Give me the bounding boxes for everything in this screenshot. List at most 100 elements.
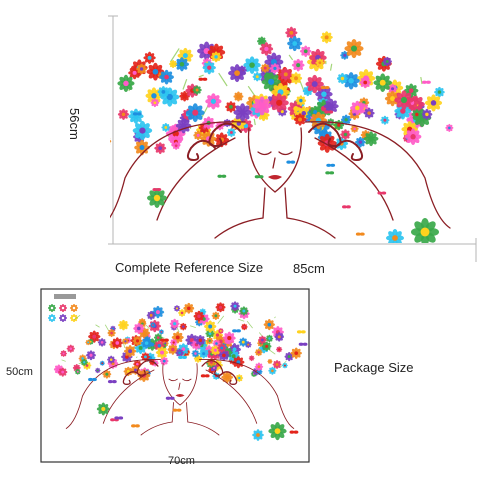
flower-icon — [169, 318, 180, 329]
flower-icon — [107, 355, 116, 364]
flower-icon — [159, 356, 169, 366]
flower-icon — [157, 85, 170, 98]
butterfly-icon — [132, 112, 142, 116]
package-sheet — [40, 288, 310, 463]
flower-icon — [210, 51, 222, 63]
package-width-label: 70cm — [168, 455, 195, 467]
flower-icon — [217, 343, 227, 353]
package-size-caption: Package Size — [334, 360, 414, 375]
butterfly-icon — [320, 85, 330, 90]
flower-icon — [153, 333, 163, 342]
flower-icon — [193, 130, 203, 141]
butterfly-icon — [289, 430, 299, 434]
flower-icon — [150, 322, 156, 328]
flower-icon — [70, 303, 78, 313]
butterfly-icon — [131, 424, 140, 428]
butterfly-icon — [88, 377, 97, 382]
flower-icon — [147, 188, 167, 208]
flower-icon — [94, 367, 101, 374]
flower-icon — [291, 58, 305, 72]
flower-icon — [228, 64, 247, 83]
flower-icon — [410, 217, 440, 243]
flower-icon — [123, 345, 137, 358]
flower-icon — [373, 73, 392, 92]
flower-icon — [340, 114, 352, 125]
flower-icon — [132, 335, 143, 346]
flower-icon — [155, 346, 169, 359]
flower-icon — [183, 302, 195, 314]
package-size-panel: 50cm Package Size 70cm — [0, 280, 500, 500]
flower-icon — [394, 102, 412, 120]
reference-width-label: 85cm — [293, 261, 325, 276]
flower-icon — [355, 136, 366, 148]
flower-icon — [153, 340, 165, 352]
flower-icon — [340, 129, 351, 140]
flower-icon — [74, 368, 81, 375]
flower-icon — [192, 85, 202, 95]
flower-icon — [238, 337, 248, 347]
flower-icon — [191, 349, 200, 358]
flower-icon — [260, 63, 270, 73]
flower-icon — [350, 100, 365, 116]
flower-icon — [48, 303, 56, 313]
flower-icon — [411, 109, 423, 120]
flower-icon — [252, 72, 262, 82]
flower-icon — [159, 69, 174, 85]
flower-icon — [59, 303, 67, 313]
flower-icon — [275, 346, 283, 353]
flower-icon — [178, 308, 186, 317]
flower-icon — [59, 313, 67, 323]
flower-icon — [385, 228, 405, 243]
flower-icon — [107, 328, 116, 338]
flower-icon — [198, 348, 209, 359]
flower-icon — [110, 137, 112, 146]
flower-icon — [290, 347, 302, 359]
flower-icon — [193, 310, 205, 322]
flower-icon — [309, 111, 328, 130]
butterfly-icon — [165, 396, 175, 400]
flower-icon — [363, 131, 379, 147]
flower-icon — [287, 35, 303, 52]
butterfly-icon — [217, 174, 227, 178]
flower-icon — [206, 337, 214, 345]
flower-icon — [161, 123, 171, 132]
flower-icon — [239, 306, 249, 316]
flower-icon — [268, 366, 277, 375]
flower-icon — [404, 128, 422, 146]
flower-icon — [261, 341, 272, 352]
flower-icon — [258, 335, 267, 345]
flower-icon — [289, 72, 303, 85]
butterfly-icon — [152, 187, 162, 192]
flower-icon — [80, 358, 88, 366]
flower-icon — [317, 133, 337, 153]
flower-icon — [305, 74, 324, 94]
flower-icon — [194, 334, 206, 346]
flower-icon — [172, 141, 181, 150]
flower-icon — [320, 31, 333, 44]
reference-dimension-lines — [108, 15, 477, 262]
flower-icon — [233, 91, 244, 102]
flower-icon — [267, 358, 273, 365]
flower-icon — [230, 301, 240, 311]
flower-icon — [143, 51, 156, 64]
flower-icon — [118, 319, 129, 331]
girl-face — [110, 121, 451, 239]
flower-icon — [269, 93, 289, 113]
flower-icon — [254, 362, 264, 372]
flower-icon — [70, 313, 78, 323]
flower-icon — [445, 123, 454, 132]
flower-icon — [141, 337, 153, 349]
flower-icon — [240, 323, 248, 331]
reference-height-label: 56cm — [67, 108, 82, 140]
flower-icon — [211, 311, 221, 320]
flower-icon — [150, 98, 160, 108]
flower-icon — [146, 310, 156, 320]
butterfly-icon — [172, 408, 182, 412]
flower-icon — [212, 339, 221, 348]
flower-icon — [96, 402, 110, 416]
flower-icon — [225, 101, 237, 113]
flower-icon — [151, 305, 165, 319]
flower-icon — [382, 56, 392, 67]
flower-icon — [173, 305, 181, 312]
flower-icon — [217, 327, 224, 334]
